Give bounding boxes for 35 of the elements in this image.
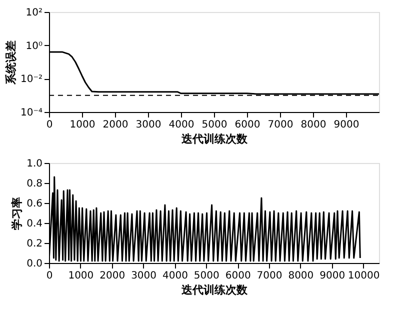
x-tick-label: 4000 [162,270,188,282]
y-tick-label: 0.6 [26,198,42,210]
x-axis-title: 迭代训练次数 [180,132,248,146]
x-tick-label: 0 [46,120,53,130]
y-tick-label: 10² [26,8,42,18]
x-tick-label: 2000 [100,270,126,282]
x-tick-label: 9000 [320,270,346,282]
x-tick-label: 1000 [70,120,96,130]
x-tick-label: 9000 [334,120,360,130]
y-tick-label: 0.8 [26,178,42,190]
x-tick-label: 8000 [288,270,314,282]
y-axis-title: 系统误差 [4,40,18,86]
x-tick-label: 5000 [194,270,220,282]
x-tick-label: 2000 [102,120,128,130]
y-tick-label: 0.0 [26,258,42,270]
x-tick-label: 1000 [68,270,94,282]
x-tick-label: 3000 [136,120,162,130]
x-tick-label: 5000 [202,120,228,130]
y-axis-title: 学习率 [10,197,24,230]
x-tick-label: 7000 [256,270,282,282]
x-tick-label: 10000 [348,270,380,282]
x-tick-label: 0 [46,270,53,282]
x-tick-label: 6000 [225,270,251,282]
y-tick-label: 10⁻² [20,74,42,86]
x-tick-label: 8000 [300,120,326,130]
y-tick-label: 0.4 [26,218,42,230]
x-tick-label: 3000 [131,270,157,282]
y-tick-label: 0.2 [26,238,42,250]
y-tick-label: 10⁻⁴ [20,108,42,118]
x-tick-label: 7000 [268,120,294,130]
x-tick-label: 6000 [234,120,260,130]
x-axis-title: 迭代训练次数 [180,284,248,296]
y-tick-label: 1.0 [26,158,42,170]
y-tick-label: 10⁰ [26,40,42,52]
x-tick-label: 4000 [168,120,194,130]
